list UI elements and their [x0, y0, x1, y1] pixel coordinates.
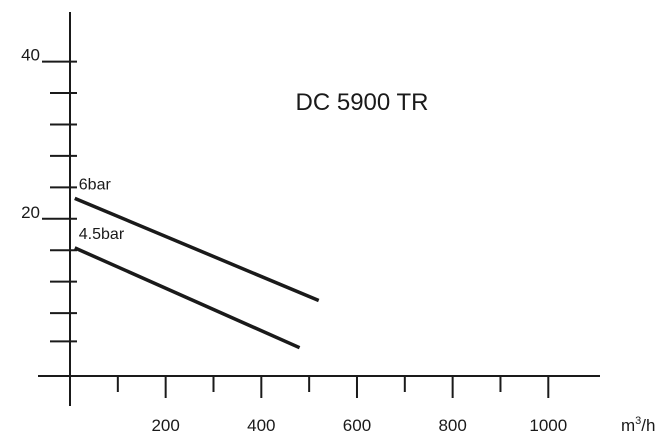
- y-tick-label: 20: [21, 203, 40, 222]
- axes: [38, 12, 600, 406]
- chart-title: DC 5900 TR: [296, 89, 429, 116]
- series-label: 6bar: [79, 176, 112, 193]
- x-tick-label: 600: [343, 416, 371, 434]
- series-label: 4.5bar: [79, 226, 125, 243]
- x-tick-label: 800: [438, 416, 466, 434]
- x-axis-tick-labels: 200 400 600 800 1000: [151, 416, 567, 434]
- series-line-6bar: [74, 196, 320, 303]
- x-tick-label: 200: [151, 416, 179, 434]
- x-tick-label: 1000: [529, 416, 567, 434]
- x-axis-ticks: [116, 376, 550, 398]
- series-line-4-5bar: [74, 246, 301, 350]
- x-tick-label: 400: [247, 416, 275, 434]
- series-group: 6bar 4.5bar: [74, 176, 320, 350]
- x-axis-unit-label: m3/h: [621, 415, 655, 434]
- y-axis-ticks: [42, 60, 77, 343]
- y-tick-label: 40: [21, 46, 40, 65]
